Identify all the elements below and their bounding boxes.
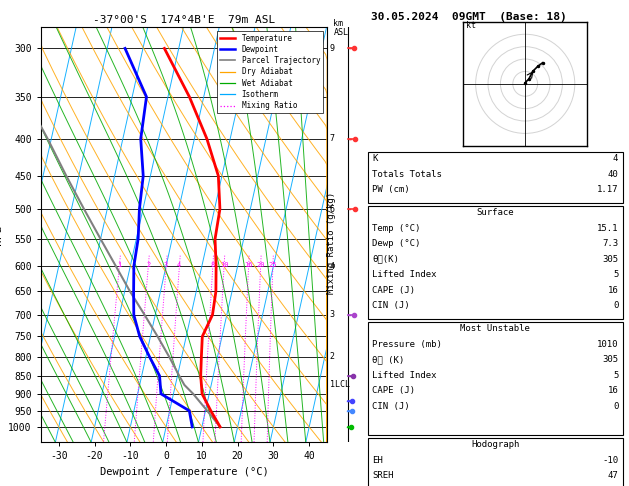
Text: 5: 5 [613, 270, 618, 279]
Text: Temp (°C): Temp (°C) [372, 224, 421, 233]
Legend: Temperature, Dewpoint, Parcel Trajectory, Dry Adiabat, Wet Adiabat, Isotherm, Mi: Temperature, Dewpoint, Parcel Trajectory… [217, 31, 323, 113]
Text: 0: 0 [613, 402, 618, 411]
Text: Totals Totals: Totals Totals [372, 170, 442, 179]
Text: 1: 1 [117, 262, 121, 268]
Text: Pressure (mb): Pressure (mb) [372, 340, 442, 349]
Text: Lifted Index: Lifted Index [372, 270, 437, 279]
Text: 16: 16 [608, 286, 618, 295]
X-axis label: Dewpoint / Temperature (°C): Dewpoint / Temperature (°C) [99, 467, 269, 477]
Text: Surface: Surface [477, 208, 514, 217]
Text: Most Unstable: Most Unstable [460, 324, 530, 333]
Text: 4: 4 [177, 262, 181, 268]
Text: Hodograph: Hodograph [471, 440, 520, 450]
Text: km
ASL: km ASL [333, 19, 348, 37]
Text: Mixing Ratio (g/kg): Mixing Ratio (g/kg) [327, 192, 336, 294]
Text: θᴄ(K): θᴄ(K) [372, 255, 399, 264]
Text: 1010: 1010 [597, 340, 618, 349]
Text: 1.17: 1.17 [597, 185, 618, 194]
Text: Lifted Index: Lifted Index [372, 371, 437, 380]
Text: 20: 20 [256, 262, 265, 268]
Text: θᴄ (K): θᴄ (K) [372, 355, 404, 364]
Title: -37°00'S  174°4B'E  79m ASL: -37°00'S 174°4B'E 79m ASL [93, 15, 275, 25]
Text: CIN (J): CIN (J) [372, 301, 410, 311]
Text: 30.05.2024  09GMT  (Base: 18): 30.05.2024 09GMT (Base: 18) [371, 12, 567, 22]
Text: 7.3: 7.3 [602, 239, 618, 248]
Text: CAPE (J): CAPE (J) [372, 386, 415, 396]
Text: 2: 2 [330, 352, 335, 361]
Text: 4: 4 [330, 262, 335, 271]
Text: 10: 10 [220, 262, 228, 268]
Text: 8: 8 [211, 262, 215, 268]
Text: 5: 5 [613, 371, 618, 380]
Text: 9: 9 [330, 44, 335, 53]
Text: 305: 305 [602, 255, 618, 264]
Text: 1LCL: 1LCL [330, 381, 350, 389]
Text: 3: 3 [164, 262, 168, 268]
Text: SREH: SREH [372, 471, 394, 481]
Text: CIN (J): CIN (J) [372, 402, 410, 411]
Text: 305: 305 [602, 355, 618, 364]
Text: 16: 16 [244, 262, 253, 268]
Text: CAPE (J): CAPE (J) [372, 286, 415, 295]
Text: PW (cm): PW (cm) [372, 185, 410, 194]
Text: 40: 40 [608, 170, 618, 179]
Text: -10: -10 [602, 456, 618, 465]
Text: 16: 16 [608, 386, 618, 396]
Text: 0: 0 [613, 301, 618, 311]
Text: EH: EH [372, 456, 383, 465]
Text: 15.1: 15.1 [597, 224, 618, 233]
Text: 2: 2 [146, 262, 150, 268]
Text: kt: kt [465, 21, 476, 30]
Text: 47: 47 [608, 471, 618, 481]
Y-axis label: hPa: hPa [0, 225, 3, 244]
Text: Dewp (°C): Dewp (°C) [372, 239, 421, 248]
Text: 25: 25 [269, 262, 277, 268]
Text: 7: 7 [330, 134, 335, 143]
Text: 3: 3 [330, 310, 335, 319]
Text: K: K [372, 154, 378, 163]
Text: 6: 6 [330, 205, 335, 213]
Text: 4: 4 [613, 154, 618, 163]
